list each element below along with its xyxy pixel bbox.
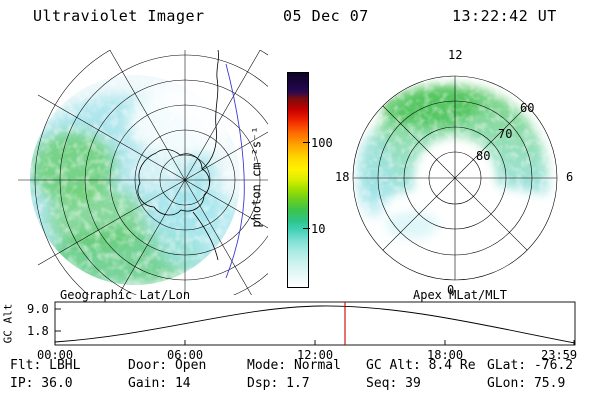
geographic-uv-image	[18, 50, 268, 295]
strip-ylabel: GC Alt	[1, 303, 14, 343]
mlat-80-label: 80	[476, 149, 491, 163]
mlt-18-label: 18	[335, 170, 350, 184]
status-glat: GLat: -76.2	[487, 358, 574, 373]
status-flt: Flt: LBHL	[10, 358, 81, 373]
strip-frame	[54, 301, 576, 346]
mlt-12-label: 12	[448, 48, 463, 62]
strip-ytick-top: 9.0	[27, 302, 49, 316]
status-gc-alt: GC Alt: 8.4 Re	[366, 358, 476, 373]
xtick-2359: 23:59	[541, 348, 578, 362]
colorbar-tickmark-100	[303, 142, 310, 143]
status-mode: Mode: Normal	[247, 358, 341, 373]
xtick-1200: 12:00	[297, 348, 334, 362]
mlat-70-label: 70	[498, 127, 513, 141]
strip-ylabel-wrap: GC Alt	[1, 299, 14, 347]
mlat-mlt-grid	[352, 75, 558, 281]
colorbar-tick-10: 10	[311, 222, 326, 236]
status-dsp: Dsp: 1.7	[247, 376, 310, 391]
status-gain: Gain: 14	[128, 376, 191, 391]
right-plot-caption: Apex MLat/MLT	[413, 288, 507, 302]
status-seq: Seq: 39	[366, 376, 421, 391]
apex-polar-plot: 12 18 6 0 60 70 80	[335, 46, 575, 297]
gc-alt-curve	[54, 305, 576, 344]
colorbar	[287, 72, 309, 288]
colorbar-axis-label: photon cm⁻²s⁻¹	[250, 126, 264, 228]
app-title: Ultraviolet Imager	[33, 7, 205, 25]
xtick-1800: 18:00	[427, 348, 464, 362]
apex-polar-svg	[352, 75, 558, 281]
date-label: 05 Dec 07	[283, 7, 369, 25]
mlt-6-label: 6	[566, 170, 574, 184]
geographic-graticule	[18, 50, 268, 295]
gc-alt-strip-chart	[54, 301, 576, 346]
status-ip: IP: 36.0	[10, 376, 73, 391]
colorbar-tickmark-10	[303, 228, 310, 229]
strip-ytick-bottom: 1.8	[27, 324, 49, 338]
xtick-0600: 06:00	[167, 348, 204, 362]
xtick-0000: 00:00	[37, 348, 74, 362]
terminator-line	[225, 63, 245, 279]
left-plot-caption: Geographic Lat/Lon	[60, 288, 191, 302]
status-glon: GLon: 75.9	[487, 376, 566, 391]
time-label: 13:22:42 UT	[452, 7, 557, 25]
colorbar-tick-100: 100	[311, 136, 333, 150]
antarctica-coastline	[137, 50, 219, 261]
mlat-60-label: 60	[520, 101, 535, 115]
colorbar-axis-label-wrap: photon cm⁻²s⁻¹	[250, 62, 264, 292]
status-door: Door: Open	[128, 358, 207, 373]
mlt-0-label: 0	[447, 283, 455, 297]
